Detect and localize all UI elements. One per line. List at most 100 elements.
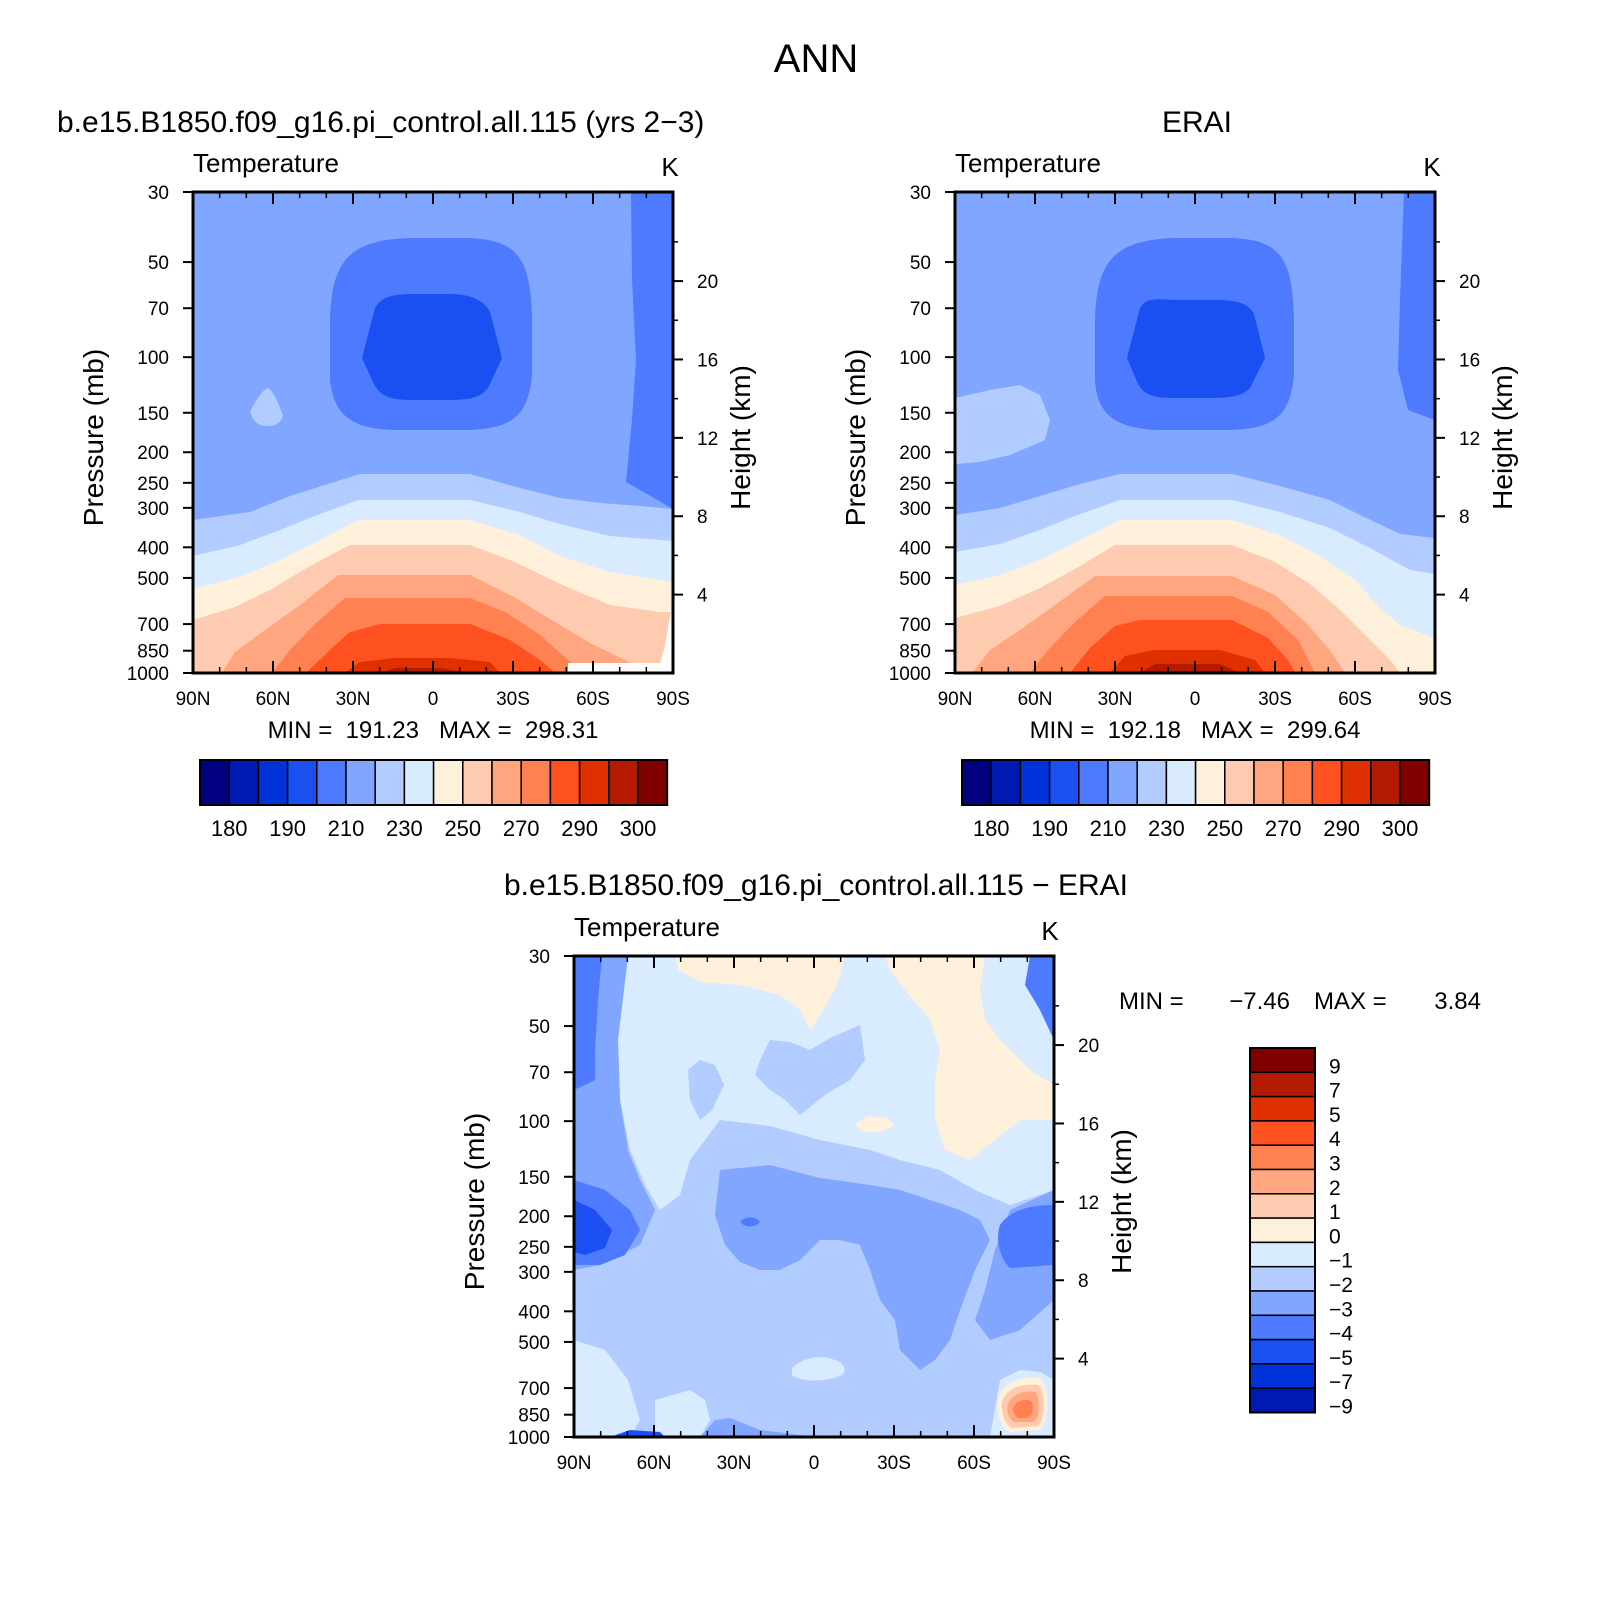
colorbar-label: 9 (1329, 1055, 1341, 1078)
y-tick-label: 30 (148, 183, 169, 204)
y-tick-label: 300 (137, 499, 169, 520)
contour-295-band (345, 658, 500, 673)
panel-model-units: K (661, 152, 679, 182)
y-tick-label: 250 (137, 474, 169, 495)
colorbar-swatch (1311, 759, 1343, 806)
y2-tick-label: 20 (697, 272, 718, 293)
colorbar-label: 270 (1265, 816, 1302, 841)
contour-220-right (1398, 192, 1435, 420)
x-tick-label: 60N (637, 1453, 672, 1474)
y-tick-label: 500 (518, 1333, 550, 1354)
y-tick-label: 500 (137, 569, 169, 590)
x-tick-label: 30S (496, 689, 530, 710)
colorbar-label: −9 (1329, 1396, 1353, 1419)
colorbar-swatch (1107, 759, 1138, 806)
y-tick-label: 500 (899, 569, 931, 590)
colorbar-swatch (1249, 1265, 1316, 1292)
y-tick-label: 100 (137, 348, 169, 369)
y-tick-label: 150 (137, 404, 169, 425)
y-tick-label: 850 (518, 1406, 550, 1427)
contour-m1-bottom-mid (655, 1390, 710, 1437)
panel-model-variable: Temperature (193, 148, 339, 178)
y-tick-label: 200 (137, 443, 169, 464)
colorbar-swatch (1249, 1047, 1316, 1074)
y-tick-label: 400 (137, 538, 169, 559)
panel-model-header: b.e15.B1850.f09_g16.pi_control.all.115 (… (57, 106, 704, 139)
y-axis-title: Pressure (mb) (459, 1113, 490, 1290)
y-tick-label: 400 (899, 538, 931, 559)
contour-m4-small (740, 1217, 760, 1227)
x-tick-label: 90S (1418, 689, 1452, 710)
y2-tick-label: 12 (697, 429, 718, 450)
colorbar-label: −2 (1329, 1274, 1353, 1297)
colorbar-swatch (403, 759, 435, 806)
panel-model-contours (193, 192, 673, 673)
panel-obs-units: K (1423, 152, 1441, 182)
colorbar-swatch (1048, 759, 1080, 806)
colorbar-swatch (1249, 1387, 1316, 1414)
panel-diff-units: K (1041, 916, 1059, 946)
colorbar-label: 210 (328, 816, 365, 841)
y-tick-label: 30 (910, 183, 931, 204)
colorbar-label: 230 (386, 816, 423, 841)
contour-m3-bottom (700, 1418, 820, 1437)
y-tick-label: 850 (137, 642, 169, 663)
page-title: ANN (774, 37, 858, 81)
panel-diff-variable: Temperature (574, 912, 720, 942)
contour-m5-bottom (610, 1430, 665, 1437)
diff-min-value: −7.46 (1229, 988, 1290, 1015)
colorbar-label: −1 (1329, 1250, 1353, 1273)
y2-tick-label: 20 (1459, 272, 1480, 293)
y-tick-label: 1000 (127, 664, 169, 685)
colorbar-label: 250 (444, 816, 481, 841)
x-tick-label: 90S (656, 689, 690, 710)
y-tick-label: 250 (899, 474, 931, 495)
x-tick-label: 90N (557, 1453, 592, 1474)
y-tick-label: 150 (899, 404, 931, 425)
x-tick-label: 60S (1338, 689, 1372, 710)
panel-diff: b.e15.B1850.f09_g16.pi_control.all.115 −… (459, 869, 1481, 1474)
x-tick-label: 60S (576, 689, 610, 710)
contour-220-right (626, 192, 673, 509)
colorbar-label: 180 (211, 816, 248, 841)
colorbar-label: 210 (1090, 816, 1127, 841)
x-tick-label: 30S (1258, 689, 1292, 710)
y-tick-label: 1000 (889, 664, 931, 685)
contour-290-band (306, 624, 555, 673)
y-tick-label: 50 (148, 253, 169, 274)
diff-min-label: MIN = (1119, 988, 1184, 1015)
y-tick-label: 1000 (508, 1428, 550, 1449)
contour-m3-center (715, 1165, 990, 1370)
y2-tick-label: 8 (1459, 507, 1470, 528)
colorbar-label: 180 (973, 816, 1010, 841)
panel-obs-variable: Temperature (955, 148, 1101, 178)
colorbar-swatch (316, 759, 347, 806)
contour-pos-bottom-right-3 (1013, 1399, 1033, 1418)
contour-m5-left (574, 1200, 612, 1255)
contour-m4-left (574, 956, 602, 1090)
contour-0-pos3 (855, 1116, 895, 1132)
y-tick-label: 70 (529, 1063, 550, 1084)
panel-obs-colorbar: 180 190 210 230 250 270 290 300 (961, 759, 1431, 841)
colorbar-swatch (578, 759, 610, 806)
y-tick-label: 700 (518, 1379, 550, 1400)
y2-tick-label: 16 (1459, 350, 1480, 371)
y2-tick-label: 12 (1459, 429, 1480, 450)
y2-tick-label: 8 (1078, 1271, 1089, 1292)
x-tick-label: 0 (809, 1453, 820, 1474)
colorbar-label: 290 (1323, 816, 1360, 841)
colorbar-swatch (608, 759, 639, 806)
panel-diff-contours (574, 956, 1054, 1437)
diff-max-value: 3.84 (1434, 988, 1481, 1015)
contour-m4-right (1025, 956, 1054, 1040)
y-tick-label: 70 (910, 299, 931, 320)
missing-data-mask (568, 600, 673, 673)
colorbar-swatch (286, 759, 318, 806)
contour-300-band (1140, 664, 1240, 673)
y-tick-label: 100 (899, 348, 931, 369)
colorbar-label: 250 (1206, 816, 1243, 841)
panel-obs-minmax: MIN = 192.18 MAX = 299.64 (1030, 717, 1361, 744)
